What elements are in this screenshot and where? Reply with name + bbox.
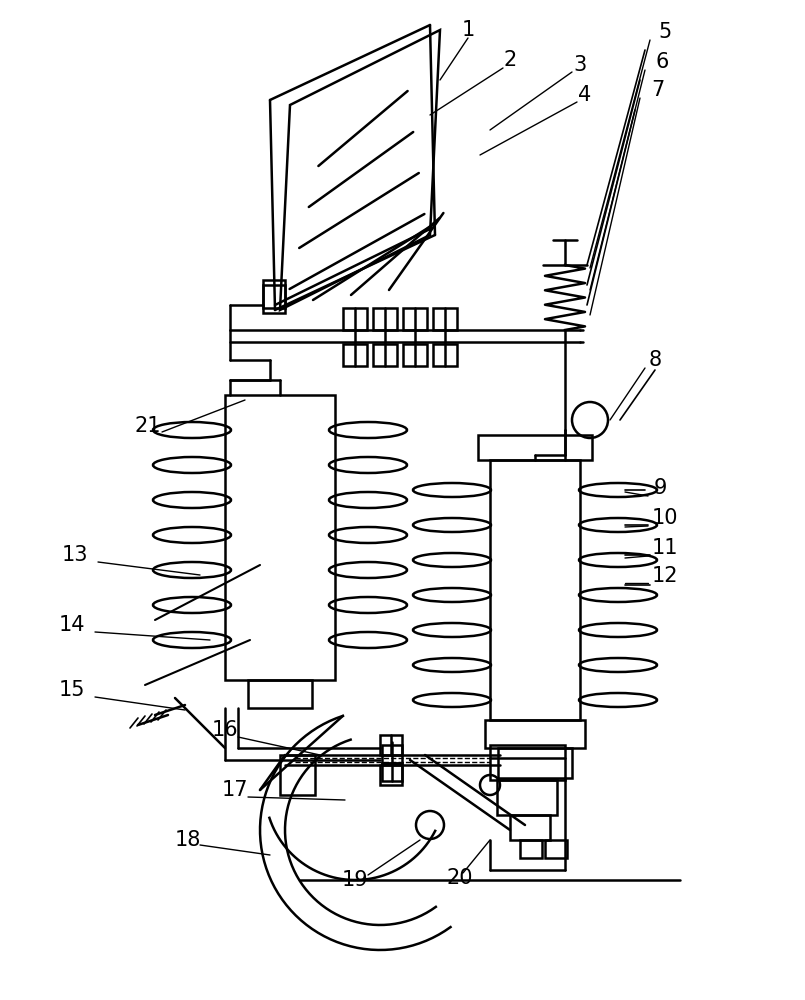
Bar: [497, 780, 557, 815]
Text: 5: 5: [658, 22, 671, 42]
Text: 6: 6: [655, 52, 669, 72]
Text: 10: 10: [652, 508, 679, 528]
Text: 21: 21: [134, 416, 161, 436]
Bar: [382, 763, 402, 781]
Text: 9: 9: [654, 478, 667, 498]
Bar: [225, 395, 335, 680]
Bar: [343, 308, 367, 330]
Text: 8: 8: [649, 350, 662, 370]
Bar: [280, 755, 315, 795]
Bar: [343, 344, 367, 366]
Text: 18: 18: [175, 830, 201, 850]
Bar: [403, 344, 427, 366]
Bar: [248, 680, 312, 708]
Text: 4: 4: [578, 85, 592, 105]
Bar: [380, 765, 402, 785]
Bar: [520, 840, 542, 858]
Text: 16: 16: [212, 720, 238, 740]
Bar: [382, 745, 402, 763]
Bar: [263, 280, 285, 308]
Text: 13: 13: [62, 545, 89, 565]
Bar: [490, 460, 580, 720]
Text: 2: 2: [503, 50, 517, 70]
Bar: [263, 285, 285, 313]
Text: 19: 19: [341, 870, 369, 890]
Text: 14: 14: [59, 615, 85, 635]
Bar: [510, 815, 550, 840]
Bar: [490, 745, 565, 780]
Text: 7: 7: [651, 80, 665, 100]
Bar: [373, 308, 397, 330]
Bar: [403, 308, 427, 330]
Bar: [498, 748, 572, 778]
Text: 3: 3: [573, 55, 587, 75]
Text: 12: 12: [652, 566, 679, 586]
Bar: [380, 735, 402, 755]
Text: 1: 1: [461, 20, 475, 40]
Bar: [433, 308, 457, 330]
Text: 17: 17: [221, 780, 248, 800]
Bar: [485, 720, 585, 748]
Bar: [433, 344, 457, 366]
Bar: [373, 344, 397, 366]
Bar: [478, 435, 592, 460]
Bar: [545, 840, 567, 858]
Text: 11: 11: [652, 538, 679, 558]
Text: 20: 20: [447, 868, 473, 888]
Text: 15: 15: [59, 680, 85, 700]
